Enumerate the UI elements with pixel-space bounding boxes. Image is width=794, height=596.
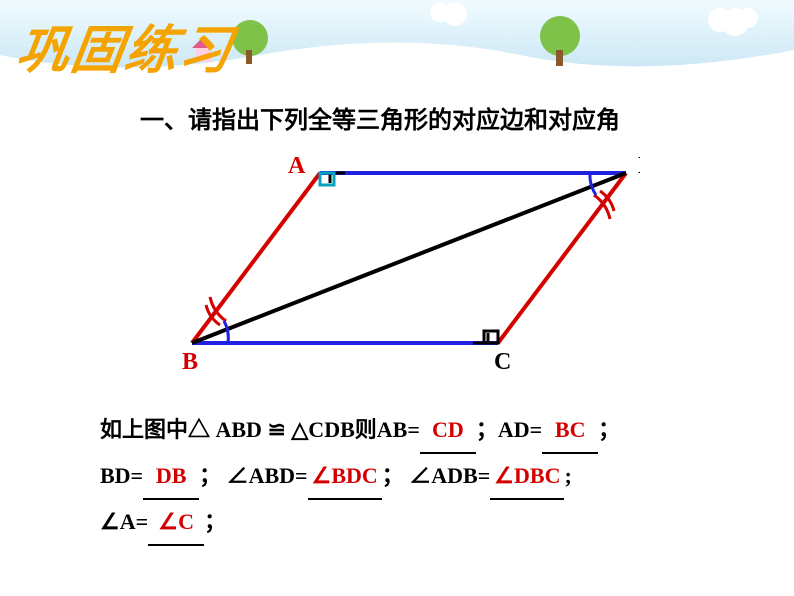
label-c: C bbox=[494, 349, 511, 375]
line1-mid: ；AD= bbox=[476, 417, 542, 442]
line1-end: ； bbox=[598, 417, 620, 442]
line3-pre: ∠A= bbox=[100, 509, 148, 534]
blank-abd: ∠BDC bbox=[308, 454, 382, 500]
blank-ab: CD bbox=[420, 408, 476, 454]
blank-a: ∠C bbox=[148, 500, 204, 546]
line2-pre: BD= bbox=[100, 463, 143, 488]
answer-line-1: 如上图中△ ABD ≌ △CDB则AB=CD；AD=BC； bbox=[100, 408, 720, 454]
label-b: B bbox=[182, 349, 198, 375]
answer-line-3: ∠A=∠C； bbox=[100, 500, 720, 546]
line3-end: ； bbox=[204, 509, 226, 534]
page-title: 巩固练习 bbox=[13, 8, 240, 83]
question-text: 一、请指出下列全等三角形的对应边和对应角 bbox=[140, 100, 620, 135]
blank-adb: ∠DBC bbox=[490, 454, 564, 500]
label-d: D bbox=[638, 153, 640, 179]
answer-block: 如上图中△ ABD ≌ △CDB则AB=CD；AD=BC； BD=DB； ∠AB… bbox=[100, 408, 720, 546]
answer-line-2: BD=DB； ∠ABD=∠BDC； ∠ADB=∠DBC; bbox=[100, 454, 720, 500]
blank-ad: BC bbox=[542, 408, 598, 454]
triangle-diagram: A D B C bbox=[170, 145, 640, 385]
line2-mid2: ； ∠ADB= bbox=[382, 463, 491, 488]
line2-end: ; bbox=[564, 463, 571, 488]
line2-mid1: ； ∠ABD= bbox=[199, 463, 308, 488]
blank-bd: DB bbox=[143, 454, 199, 500]
line1-pre: 如上图中△ ABD ≌ △CDB则AB= bbox=[100, 417, 420, 442]
label-a: A bbox=[288, 153, 306, 179]
